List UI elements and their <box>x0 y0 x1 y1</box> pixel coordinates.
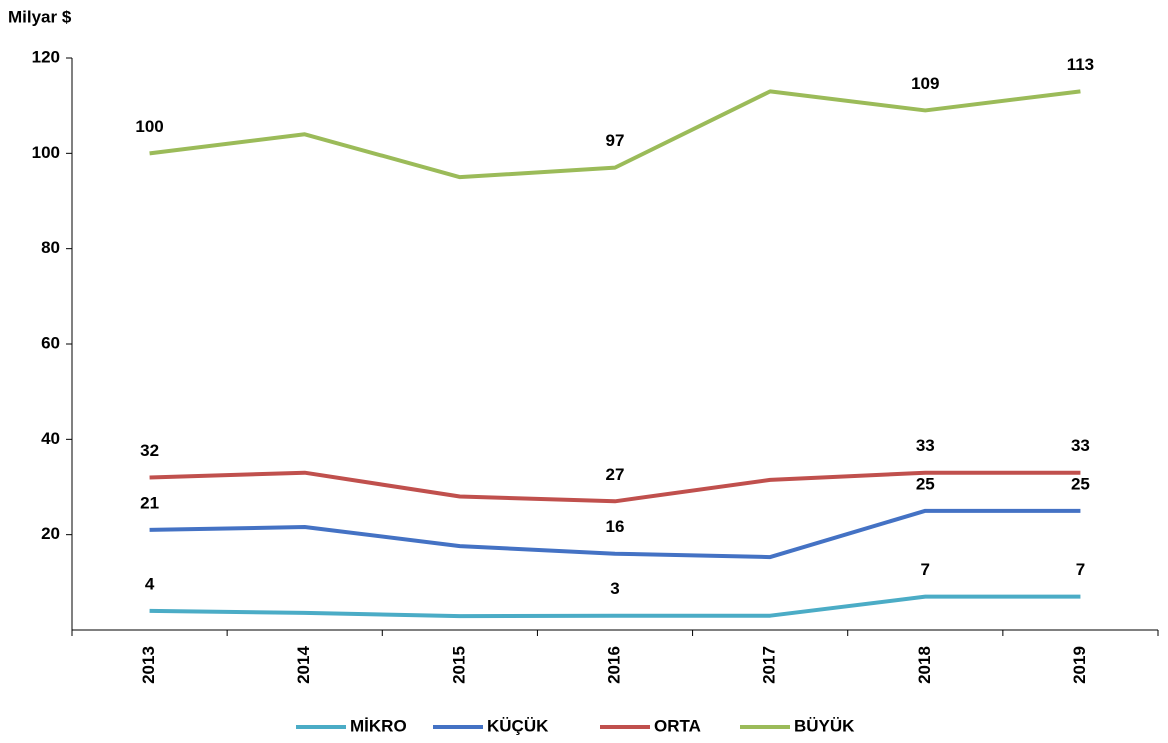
data-label: 33 <box>916 436 935 455</box>
y-tick-label: 100 <box>32 143 60 162</box>
data-label: 32 <box>140 441 159 460</box>
data-label: 100 <box>135 117 163 136</box>
data-label: 27 <box>606 465 625 484</box>
data-label: 21 <box>140 493 159 512</box>
data-label: 4 <box>145 574 155 593</box>
data-label: 3 <box>610 579 619 598</box>
y-tick-label: 20 <box>41 524 60 543</box>
x-tick-label: 2015 <box>449 646 468 684</box>
data-label: 16 <box>606 517 625 536</box>
legend-label: BÜYÜK <box>794 716 855 735</box>
data-label: 7 <box>921 560 930 579</box>
legend-label: KÜÇÜK <box>487 716 549 735</box>
series-line <box>149 508 1081 560</box>
data-label: 25 <box>916 474 935 493</box>
y-axis-label: Milyar $ <box>8 7 72 26</box>
data-label: 97 <box>606 131 625 150</box>
x-tick-label: 2018 <box>915 646 934 684</box>
x-tick-label: 2014 <box>294 646 313 684</box>
data-label: 113 <box>1067 55 1094 74</box>
data-label: 33 <box>1071 436 1090 455</box>
series-line <box>149 89 1081 180</box>
series-line <box>149 594 1081 619</box>
legend-label: MİKRO <box>350 716 407 735</box>
x-tick-label: 2013 <box>139 646 158 684</box>
data-label: 7 <box>1076 560 1085 579</box>
legend-label: ORTA <box>654 716 701 735</box>
x-tick-label: 2016 <box>604 646 623 684</box>
data-label: 25 <box>1071 474 1090 493</box>
y-tick-label: 80 <box>41 238 60 257</box>
y-tick-label: 40 <box>41 429 60 448</box>
x-tick-label: 2017 <box>760 646 779 684</box>
data-label: 109 <box>911 74 939 93</box>
x-tick-label: 2019 <box>1070 646 1089 684</box>
y-tick-label: 60 <box>41 333 60 352</box>
y-tick-label: 120 <box>32 47 60 66</box>
series-line <box>149 470 1081 504</box>
